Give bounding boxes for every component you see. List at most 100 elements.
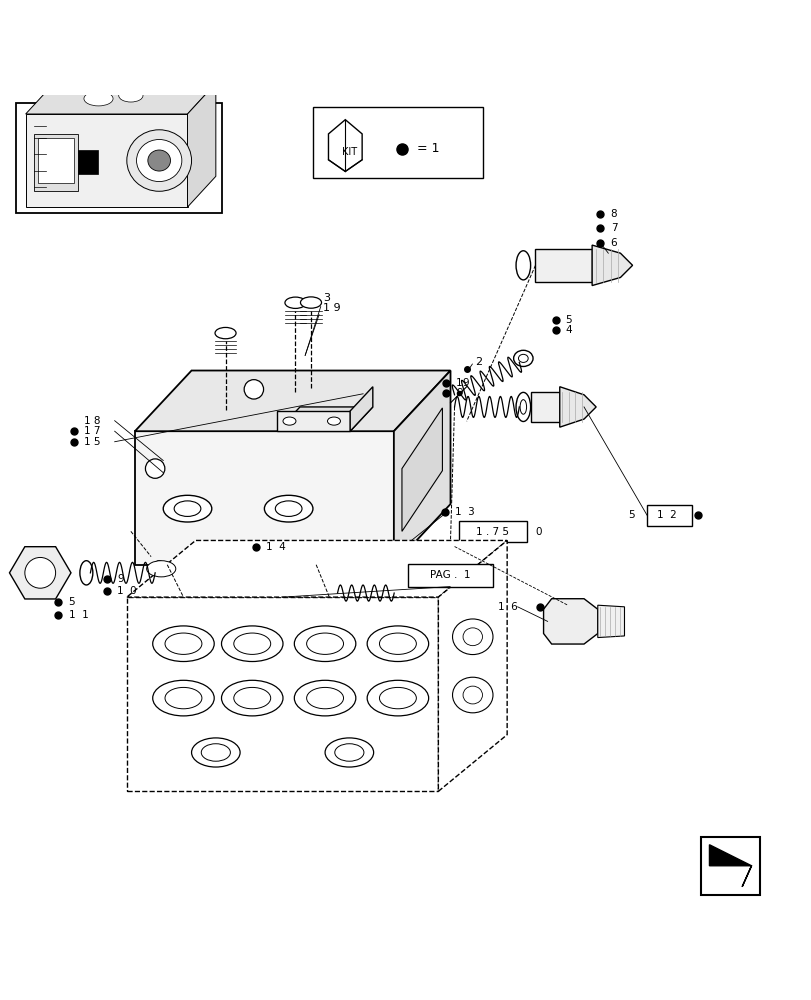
Ellipse shape bbox=[327, 417, 340, 425]
Ellipse shape bbox=[165, 633, 202, 654]
Text: 2: 2 bbox=[474, 357, 481, 367]
Ellipse shape bbox=[452, 619, 492, 655]
Bar bbox=[458, 521, 526, 542]
Polygon shape bbox=[26, 83, 216, 114]
Polygon shape bbox=[397, 583, 430, 612]
Polygon shape bbox=[135, 371, 450, 431]
Polygon shape bbox=[530, 392, 559, 422]
Ellipse shape bbox=[520, 400, 526, 414]
Text: = 1: = 1 bbox=[416, 142, 439, 155]
Polygon shape bbox=[559, 387, 595, 427]
Ellipse shape bbox=[294, 626, 355, 662]
Text: 0: 0 bbox=[534, 527, 541, 537]
Ellipse shape bbox=[152, 626, 214, 662]
Ellipse shape bbox=[379, 633, 416, 654]
Ellipse shape bbox=[275, 501, 302, 516]
Ellipse shape bbox=[234, 633, 270, 654]
Ellipse shape bbox=[307, 633, 343, 654]
Ellipse shape bbox=[79, 561, 92, 585]
Text: 3: 3 bbox=[323, 293, 330, 303]
Ellipse shape bbox=[152, 680, 214, 716]
Text: 1 9: 1 9 bbox=[323, 303, 341, 313]
Text: 5: 5 bbox=[564, 315, 571, 325]
Polygon shape bbox=[709, 845, 751, 887]
Text: 1 8: 1 8 bbox=[84, 416, 101, 426]
Polygon shape bbox=[534, 249, 591, 282]
Polygon shape bbox=[438, 540, 507, 791]
Ellipse shape bbox=[462, 686, 482, 704]
Ellipse shape bbox=[367, 626, 428, 662]
Ellipse shape bbox=[221, 680, 283, 716]
Bar bbox=[38, 138, 74, 183]
Text: 6: 6 bbox=[610, 238, 616, 248]
Polygon shape bbox=[401, 408, 442, 531]
Text: 1  4: 1 4 bbox=[266, 542, 285, 552]
Ellipse shape bbox=[163, 495, 212, 522]
Ellipse shape bbox=[147, 561, 175, 577]
Polygon shape bbox=[10, 547, 71, 599]
Ellipse shape bbox=[84, 91, 113, 106]
Ellipse shape bbox=[462, 628, 482, 646]
Polygon shape bbox=[313, 581, 329, 613]
Ellipse shape bbox=[25, 557, 55, 588]
Ellipse shape bbox=[313, 591, 329, 604]
Ellipse shape bbox=[215, 327, 236, 339]
Bar bbox=[34, 134, 78, 191]
Ellipse shape bbox=[283, 417, 295, 425]
Text: 5: 5 bbox=[628, 510, 634, 520]
Ellipse shape bbox=[244, 380, 264, 399]
Text: 1 5: 1 5 bbox=[84, 437, 101, 447]
Ellipse shape bbox=[387, 586, 400, 608]
Ellipse shape bbox=[513, 350, 532, 366]
Ellipse shape bbox=[294, 680, 355, 716]
Ellipse shape bbox=[145, 459, 165, 478]
Polygon shape bbox=[328, 120, 362, 171]
Ellipse shape bbox=[221, 626, 283, 662]
Text: 1  1: 1 1 bbox=[68, 610, 88, 620]
Ellipse shape bbox=[518, 354, 527, 362]
Ellipse shape bbox=[152, 561, 165, 585]
Ellipse shape bbox=[324, 738, 373, 767]
Polygon shape bbox=[135, 431, 393, 565]
Bar bbox=[407, 564, 492, 587]
Text: PAG .  1: PAG . 1 bbox=[429, 570, 470, 580]
Text: 4: 4 bbox=[564, 325, 571, 335]
Ellipse shape bbox=[367, 680, 428, 716]
Ellipse shape bbox=[127, 130, 191, 191]
Text: 1: 1 bbox=[456, 378, 462, 388]
Ellipse shape bbox=[174, 501, 200, 516]
Text: 8: 8 bbox=[610, 209, 616, 219]
Ellipse shape bbox=[148, 150, 170, 171]
Ellipse shape bbox=[264, 495, 312, 522]
Text: 1 . 7 5: 1 . 7 5 bbox=[476, 527, 508, 537]
Polygon shape bbox=[26, 114, 187, 207]
Polygon shape bbox=[238, 589, 264, 613]
Polygon shape bbox=[597, 605, 624, 638]
Ellipse shape bbox=[118, 89, 143, 102]
Text: KIT: KIT bbox=[341, 147, 357, 157]
Polygon shape bbox=[277, 411, 350, 431]
Text: 1  3: 1 3 bbox=[454, 507, 474, 517]
Polygon shape bbox=[350, 387, 372, 431]
Ellipse shape bbox=[307, 687, 343, 709]
Ellipse shape bbox=[201, 744, 230, 761]
Bar bbox=[16, 103, 222, 213]
Text: 1 7: 1 7 bbox=[84, 426, 101, 436]
Text: 7: 7 bbox=[610, 223, 616, 233]
Ellipse shape bbox=[516, 392, 530, 422]
Bar bbox=[78, 150, 98, 174]
Ellipse shape bbox=[234, 687, 270, 709]
Ellipse shape bbox=[379, 687, 416, 709]
Ellipse shape bbox=[516, 251, 530, 280]
Ellipse shape bbox=[334, 744, 363, 761]
Text: 1  0: 1 0 bbox=[117, 586, 136, 596]
Text: 1  2: 1 2 bbox=[656, 510, 676, 520]
Ellipse shape bbox=[263, 547, 282, 563]
Ellipse shape bbox=[285, 297, 306, 308]
Polygon shape bbox=[393, 371, 450, 565]
Polygon shape bbox=[277, 407, 372, 431]
Text: 9: 9 bbox=[462, 378, 469, 388]
Text: 9: 9 bbox=[117, 574, 123, 584]
Bar bbox=[701, 837, 759, 895]
Ellipse shape bbox=[300, 297, 321, 308]
